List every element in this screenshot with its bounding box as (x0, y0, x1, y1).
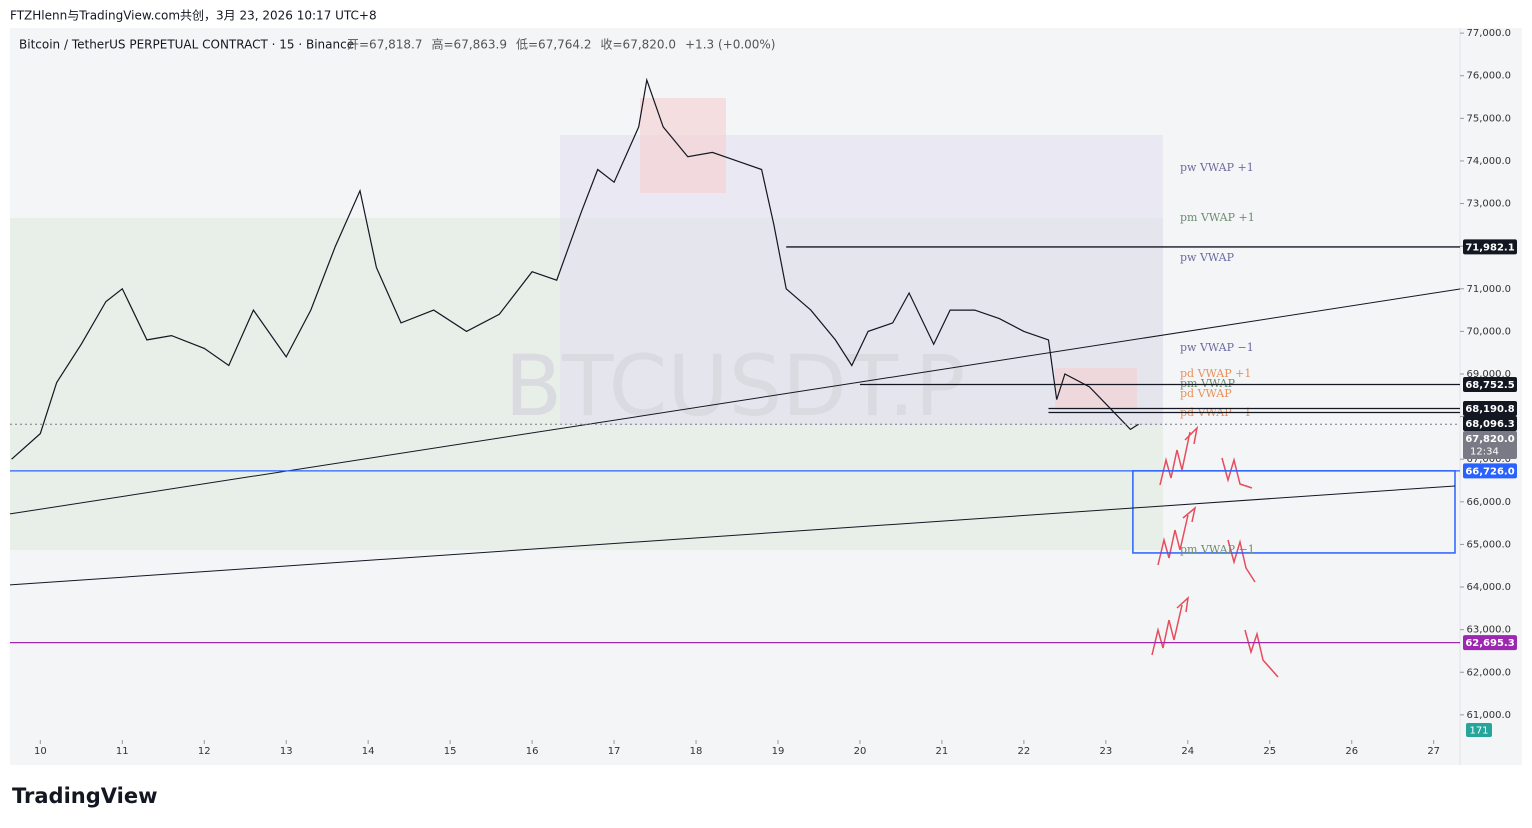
logo: TradingView (12, 784, 157, 808)
y-tick-label: 73,000.0 (1466, 199, 1511, 210)
volume-tag (1466, 723, 1492, 737)
price-tag (1463, 430, 1517, 459)
ohlc-legend: 开=67,818.7 高=67,863.9 低=67,764.2 收=67,820.0… (347, 37, 776, 52)
vwap-label: pm VWAP +1 (1180, 211, 1255, 224)
watermark: BTCUSDT.P (505, 337, 966, 435)
countdown: 12:34 (1470, 446, 1499, 457)
y-tick-label: 66,000.0 (1466, 497, 1511, 508)
y-tick-label: 61,000.0 (1466, 710, 1511, 721)
vwap-label: pd VWAP (1180, 387, 1232, 400)
x-tick-label: 27 (1427, 746, 1440, 757)
ohlc-value: 开=67,818.7 (347, 38, 423, 52)
price-tag (1463, 635, 1517, 651)
price-tag-label: 67,820.0 (1465, 434, 1514, 445)
x-tick-label: 14 (362, 746, 375, 757)
price-line (11, 77, 1139, 460)
vwap-label: pd VWAP +1 (1180, 367, 1251, 380)
arrow-up (1151, 604, 1183, 656)
x-tick-label: 16 (526, 746, 539, 757)
arrow-down (1227, 539, 1256, 583)
price-tag (1463, 400, 1517, 416)
arrow-head (1184, 425, 1199, 445)
y-tick-label: 71,000.0 (1466, 284, 1511, 295)
y-tick-label: 67,000.0 (1466, 454, 1511, 465)
x-tick-label: 11 (116, 746, 129, 757)
arrow-down (1221, 457, 1253, 489)
price-tag-label: 68,096.3 (1465, 419, 1514, 430)
vwap-band (1055, 368, 1137, 410)
vwap-label: pm VWAP −1 (1180, 543, 1255, 556)
x-tick-label: 15 (444, 746, 457, 757)
vwap-label: pm VWAP (1180, 377, 1236, 390)
y-tick-label: 74,000.0 (1466, 156, 1511, 167)
y-tick-label: 69,000.0 (1466, 369, 1511, 380)
price-tag (1463, 377, 1517, 393)
x-tick-label: 12 (198, 746, 211, 757)
trendline (9, 485, 1456, 586)
ohlc-value: 高=67,863.9 (432, 37, 508, 52)
header-credit: FTZHlenn与TradingView.com共创，3月 23, 2026 1… (10, 9, 377, 23)
arrow-head (1182, 506, 1197, 523)
y-tick-label: 62,000.0 (1466, 667, 1511, 678)
volume-tag-label: 171 (1469, 726, 1488, 737)
symbol-title: Bitcoin / TetherUS PERPETUAL CONTRACT · … (19, 38, 354, 52)
vwap-band (640, 98, 726, 193)
price-tag (1463, 415, 1517, 431)
vwap-label: pw VWAP −1 (1180, 341, 1254, 354)
price-tag (1463, 239, 1517, 255)
price-tag-label: 66,726.0 (1465, 466, 1514, 477)
ohlc-value: 收=67,820.0 (601, 38, 677, 52)
y-tick-label: 64,000.0 (1466, 582, 1511, 593)
price-tag (1463, 463, 1517, 479)
x-tick-label: 21 (936, 746, 949, 757)
y-tick-label: 76,000.0 (1466, 71, 1511, 82)
arrow-up (1157, 514, 1189, 566)
x-tick-label: 23 (1099, 746, 1112, 757)
x-tick-label: 24 (1181, 746, 1194, 757)
x-tick-label: 20 (854, 746, 867, 757)
x-tick-label: 18 (690, 746, 703, 757)
vwap-label: pw VWAP (1180, 251, 1235, 264)
arrow-head (1176, 596, 1190, 613)
x-tick-label: 22 (1018, 746, 1031, 757)
x-tick-label: 19 (772, 746, 785, 757)
ohlc-value: +1.3 (+0.00%) (685, 38, 776, 52)
x-tick-label: 13 (280, 746, 293, 757)
y-tick-label: 63,000.0 (1466, 625, 1511, 636)
y-tick-label: 75,000.0 (1466, 113, 1511, 124)
arrow-up (1159, 431, 1191, 486)
x-tick-label: 26 (1345, 746, 1358, 757)
price-tag-label: 62,695.3 (1465, 638, 1514, 649)
x-tick-label: 17 (608, 746, 621, 757)
vwap-label: pw VWAP +1 (1180, 161, 1254, 174)
y-tick-label: 77,000.0 (1466, 28, 1511, 39)
price-tag-label: 68,752.5 (1465, 380, 1514, 391)
x-tick-label: 10 (34, 746, 47, 757)
x-tick-label: 25 (1263, 746, 1276, 757)
arrow-down (1244, 629, 1279, 678)
trendline (9, 288, 1461, 515)
price-tag-label: 71,982.1 (1465, 242, 1514, 253)
ohlc-value: 低=67,764.2 (516, 38, 592, 52)
y-tick-label: 70,000.0 (1466, 326, 1511, 337)
price-tag-label: 68,190.8 (1465, 404, 1514, 415)
projection-arrows (1151, 425, 1279, 678)
y-tick-label: 65,000.0 (1466, 539, 1511, 550)
